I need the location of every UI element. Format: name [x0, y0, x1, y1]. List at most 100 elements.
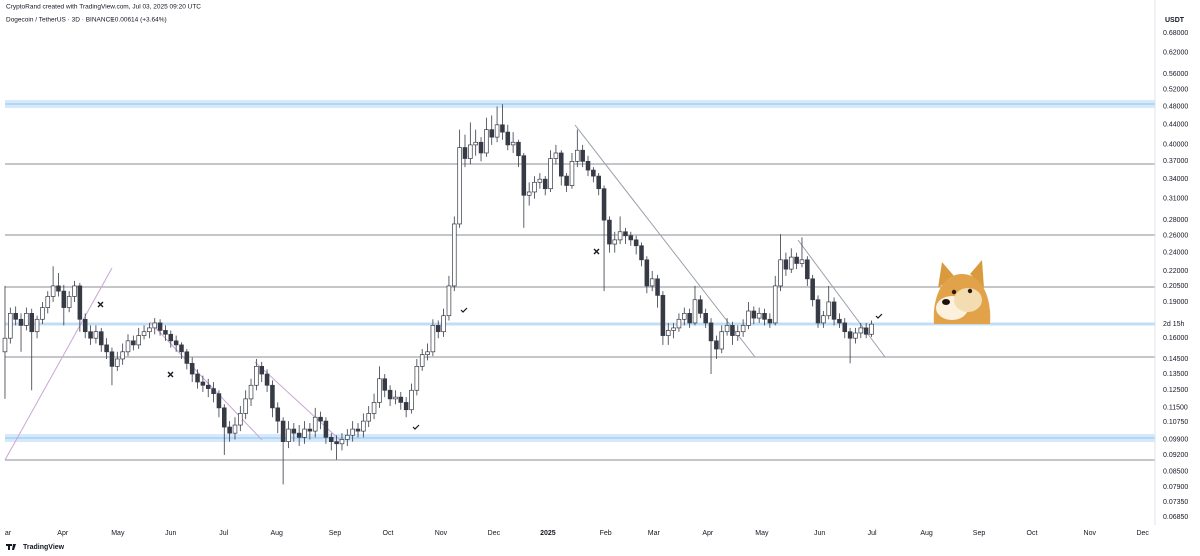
candle-body	[510, 141, 516, 146]
candle-body	[730, 325, 735, 336]
candle-body	[414, 366, 420, 391]
candle-body	[371, 402, 377, 414]
candle-body	[826, 301, 831, 317]
candle-body	[147, 327, 152, 333]
candle-body	[270, 384, 275, 409]
candle-body	[312, 416, 318, 432]
candle-body	[66, 296, 72, 308]
x-tick-label: ar	[5, 530, 12, 537]
y-tick-label: 0.11500	[1163, 405, 1188, 412]
x-tick-label: Jun	[814, 530, 825, 537]
x-tick-label: Jul	[868, 530, 877, 537]
candle-body	[157, 322, 163, 331]
y-tick-label: 0.34000	[1163, 176, 1188, 183]
brand-logo	[6, 544, 16, 550]
candle-body	[302, 428, 307, 438]
candle-body	[591, 169, 596, 177]
candle-body	[805, 259, 810, 280]
candle-body	[350, 428, 355, 436]
currency-label: USDT	[1165, 17, 1185, 24]
candle-body	[837, 318, 842, 324]
candle-body	[109, 351, 115, 367]
candle-body	[98, 331, 104, 346]
candle-body	[328, 436, 334, 442]
candle-body	[617, 231, 623, 241]
candle-body	[222, 407, 227, 428]
candle-body	[767, 318, 773, 324]
x-tick-label: Feb	[600, 530, 612, 537]
candle-body	[152, 322, 158, 329]
candle-body	[173, 340, 179, 346]
candle-body	[457, 147, 462, 225]
candle-body	[639, 245, 644, 261]
candle-body	[537, 178, 543, 183]
y-tick-label: 0.28000	[1163, 217, 1188, 224]
attribution: CryptoRand created with TradingView.com,…	[6, 4, 201, 11]
candle-body	[564, 175, 569, 186]
candle-body	[232, 424, 238, 434]
x-tick-label: Nov	[435, 530, 448, 537]
candle-body	[77, 285, 83, 320]
candle-body	[61, 290, 67, 308]
x-tick-label: Mar	[648, 530, 661, 537]
candle-body	[296, 432, 302, 438]
y-tick-label: 0.13500	[1163, 371, 1188, 378]
candle-body	[307, 428, 313, 432]
candle-body	[521, 155, 527, 196]
x-tick-label: 2025	[540, 530, 556, 537]
candle-body	[393, 396, 398, 400]
candle-body	[387, 389, 393, 400]
candle-body	[318, 416, 323, 422]
candle-body	[184, 351, 190, 364]
y-tick-label: 0.20500	[1163, 283, 1188, 290]
candle-body	[125, 340, 131, 353]
x-tick-label: Jun	[165, 530, 176, 537]
candle-body	[168, 333, 174, 342]
x-tick-label: Apr	[57, 530, 69, 537]
candle-body	[291, 428, 297, 434]
candle-body	[788, 256, 794, 270]
candle-body	[783, 259, 789, 270]
candle-body	[452, 223, 457, 287]
trend-line	[797, 239, 886, 358]
y-tick-label: 0.07900	[1163, 484, 1188, 491]
candle-body	[40, 307, 45, 320]
x-tick-label: Oct	[1027, 530, 1038, 537]
candle-body	[714, 340, 719, 350]
x-tick-label: Aug	[920, 530, 933, 537]
candle-body	[751, 310, 757, 319]
x-tick-label: May	[755, 530, 769, 537]
candle-body	[435, 325, 441, 333]
candle-body	[633, 239, 639, 247]
trend-line	[149, 321, 263, 441]
candle-body	[612, 239, 618, 245]
candle-body	[575, 149, 580, 162]
candle-body	[516, 141, 521, 157]
candle-body	[398, 396, 404, 403]
candle-body	[377, 378, 382, 403]
candle-body	[623, 231, 628, 237]
candle-body	[254, 366, 259, 386]
candle-body	[553, 152, 559, 159]
check-markers	[412, 307, 883, 430]
candle-body	[869, 323, 874, 335]
candle-body	[361, 420, 366, 432]
x-tick-label: Jul	[219, 530, 228, 537]
candle-body	[50, 285, 56, 297]
candle-body	[489, 129, 495, 138]
candle-body	[462, 147, 468, 159]
candle-body	[45, 296, 51, 308]
candle-body	[756, 312, 762, 319]
candle-body	[34, 318, 40, 333]
candle-body	[205, 384, 211, 389]
y-tick-label: 0.56000	[1163, 71, 1188, 78]
candle-body	[601, 188, 607, 221]
candle-body	[569, 160, 575, 186]
x-tick-label: Sep	[329, 530, 342, 537]
x-tick-label: May	[111, 530, 125, 537]
y-tick-label: 0.22000	[1163, 268, 1188, 275]
candle-body	[355, 428, 361, 432]
candle-body	[810, 278, 815, 301]
